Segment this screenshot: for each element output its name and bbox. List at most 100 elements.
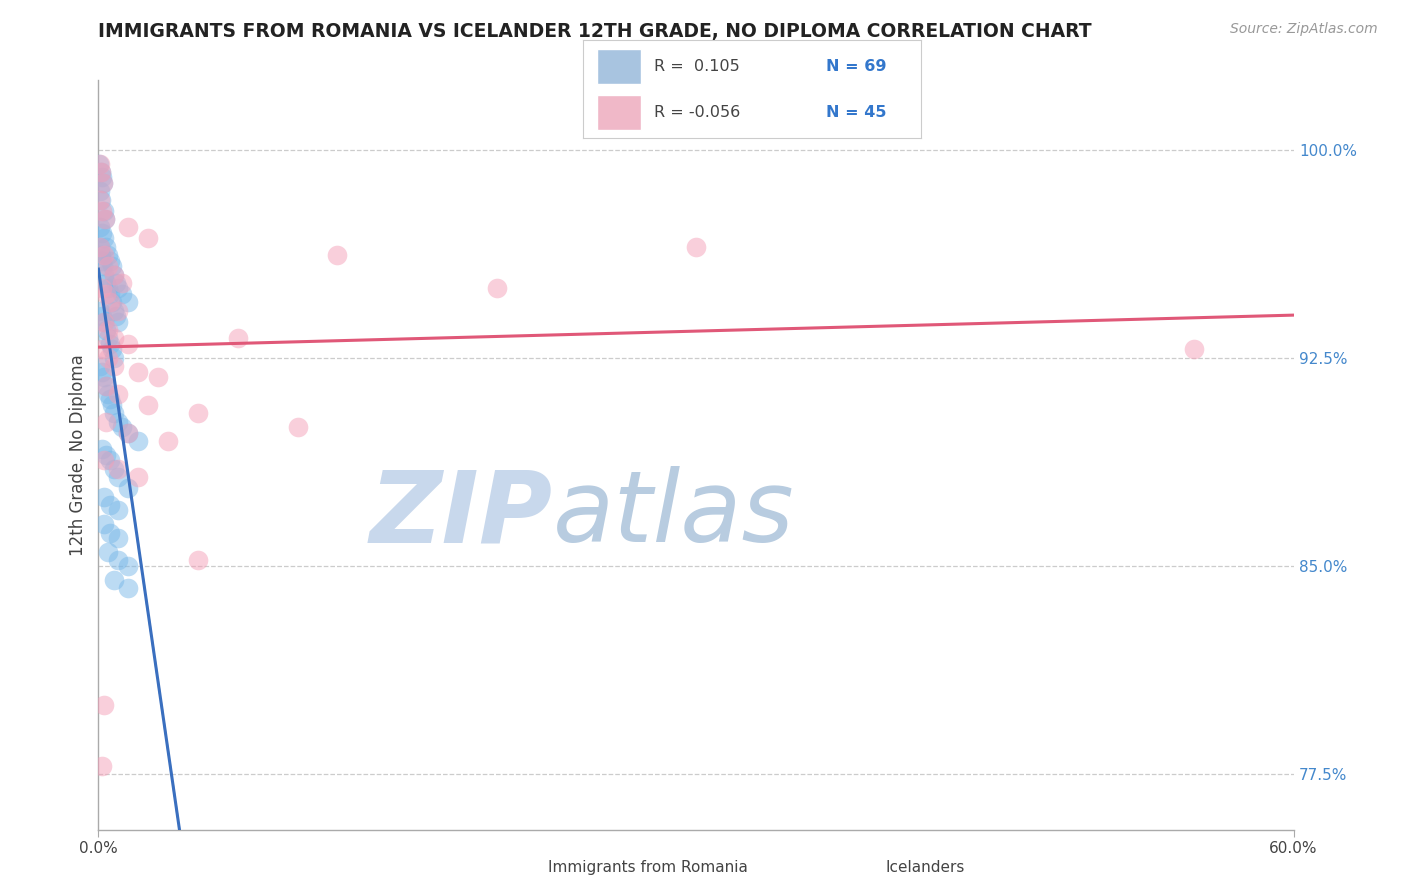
Point — [89, 184, 111, 198]
Point — [103, 406, 125, 420]
Point — [98, 287, 122, 301]
Point — [89, 156, 111, 170]
Text: N = 69: N = 69 — [827, 59, 887, 74]
Text: R =  0.105: R = 0.105 — [654, 59, 740, 74]
Point — [90, 193, 112, 207]
Point — [96, 323, 118, 337]
Point — [91, 309, 114, 323]
Point — [97, 331, 120, 345]
Point — [287, 420, 309, 434]
Point — [485, 281, 508, 295]
Point — [148, 370, 170, 384]
Point — [93, 315, 115, 329]
Point — [103, 268, 125, 282]
Point — [91, 253, 114, 268]
Point — [105, 309, 128, 323]
Point — [93, 268, 115, 282]
Point — [107, 553, 129, 567]
FancyBboxPatch shape — [598, 49, 641, 85]
Point — [107, 462, 129, 476]
Point — [101, 343, 124, 357]
Point — [103, 268, 125, 282]
Point — [107, 281, 129, 295]
Point — [117, 581, 139, 595]
Point — [107, 415, 129, 429]
Point — [96, 378, 118, 392]
Point — [89, 303, 111, 318]
Point — [89, 220, 111, 235]
Point — [117, 425, 139, 440]
Point — [89, 359, 111, 373]
Point — [93, 203, 115, 218]
Text: Icelanders: Icelanders — [886, 860, 965, 874]
Point — [96, 448, 118, 462]
Point — [101, 259, 124, 273]
Point — [93, 259, 115, 273]
Point — [107, 387, 129, 401]
Point — [91, 365, 114, 379]
Point — [97, 387, 120, 401]
Text: atlas: atlas — [553, 467, 794, 564]
Point — [226, 331, 249, 345]
Point — [107, 470, 129, 484]
Point — [93, 176, 115, 190]
Point — [98, 498, 122, 512]
Point — [90, 165, 112, 179]
Point — [90, 248, 112, 262]
Point — [157, 434, 180, 448]
Point — [187, 406, 209, 420]
Point — [98, 253, 122, 268]
Point — [105, 276, 128, 290]
Point — [103, 303, 125, 318]
Point — [127, 434, 149, 448]
Point — [91, 170, 114, 185]
Point — [93, 231, 115, 245]
Point — [97, 545, 120, 559]
Point — [93, 698, 115, 712]
Point — [97, 351, 120, 365]
Point — [98, 295, 122, 310]
Point — [97, 248, 120, 262]
Point — [685, 240, 707, 254]
Text: Immigrants from Romania: Immigrants from Romania — [548, 860, 748, 874]
Point — [103, 573, 125, 587]
Point — [136, 231, 159, 245]
Point — [107, 503, 129, 517]
Point — [117, 295, 139, 310]
Point — [111, 420, 134, 434]
Point — [187, 553, 209, 567]
Point — [89, 156, 111, 170]
Point — [117, 337, 139, 351]
Point — [93, 490, 115, 504]
Point — [111, 276, 134, 290]
Point — [97, 323, 120, 337]
Point — [127, 470, 149, 484]
Point — [111, 287, 134, 301]
Point — [94, 212, 117, 227]
Point — [117, 558, 139, 573]
Point — [127, 365, 149, 379]
Point — [103, 351, 125, 365]
Point — [107, 315, 129, 329]
Text: ZIP: ZIP — [370, 467, 553, 564]
Point — [91, 203, 114, 218]
Point — [107, 531, 129, 545]
Point — [96, 240, 118, 254]
Point — [1182, 343, 1205, 357]
Point — [103, 359, 125, 373]
Point — [97, 281, 120, 295]
Point — [101, 295, 124, 310]
FancyBboxPatch shape — [598, 95, 641, 130]
Point — [91, 442, 114, 457]
Text: R = -0.056: R = -0.056 — [654, 105, 741, 120]
Point — [91, 758, 114, 772]
Point — [117, 425, 139, 440]
Point — [91, 343, 114, 357]
Point — [93, 248, 115, 262]
Point — [96, 276, 118, 290]
Point — [93, 370, 115, 384]
Point — [93, 517, 115, 532]
Point — [96, 287, 118, 301]
Point — [101, 398, 124, 412]
Point — [96, 378, 118, 392]
